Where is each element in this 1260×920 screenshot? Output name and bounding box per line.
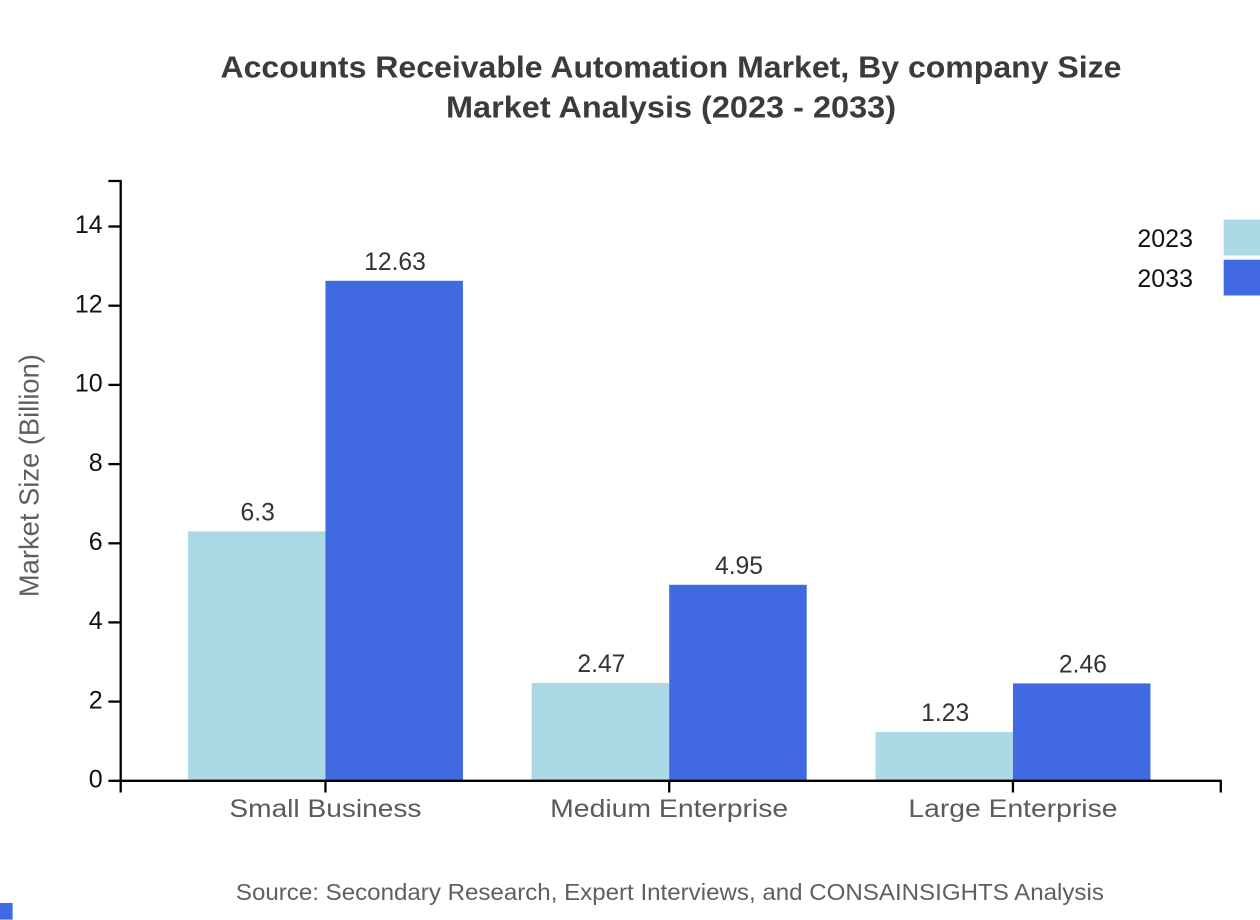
svg-text:12.63: 12.63 [364, 249, 426, 276]
svg-text:0: 0 [89, 766, 103, 794]
svg-text:Source: Secondary Research, Ex: Source: Secondary Research, Expert Inter… [236, 879, 1104, 905]
svg-text:6: 6 [89, 528, 103, 556]
svg-text:2033: 2033 [1137, 265, 1193, 293]
svg-text:Market Size (Billion): Market Size (Billion) [13, 354, 44, 597]
svg-text:2: 2 [89, 686, 103, 714]
svg-text:4.95: 4.95 [715, 553, 763, 580]
svg-text:8: 8 [89, 449, 103, 477]
svg-text:14: 14 [75, 211, 103, 239]
svg-text:6.3: 6.3 [241, 499, 275, 526]
svg-text:Accounts Receivable Automation: Accounts Receivable Automation Market, B… [221, 49, 1122, 84]
svg-text:Market Analysis (2023 - 2033): Market Analysis (2023 - 2033) [446, 90, 896, 125]
svg-text:Small Business: Small Business [229, 795, 421, 823]
svg-text:2.46: 2.46 [1059, 651, 1107, 678]
svg-text:2023: 2023 [1137, 225, 1193, 253]
svg-text:1.23: 1.23 [921, 700, 969, 727]
svg-text:Large Enterprise: Large Enterprise [908, 795, 1117, 823]
svg-text:12: 12 [75, 290, 103, 318]
svg-text:2.47: 2.47 [577, 651, 625, 678]
svg-text:10: 10 [75, 370, 103, 398]
svg-text:4: 4 [89, 607, 103, 635]
svg-text:Medium Enterprise: Medium Enterprise [550, 795, 788, 823]
